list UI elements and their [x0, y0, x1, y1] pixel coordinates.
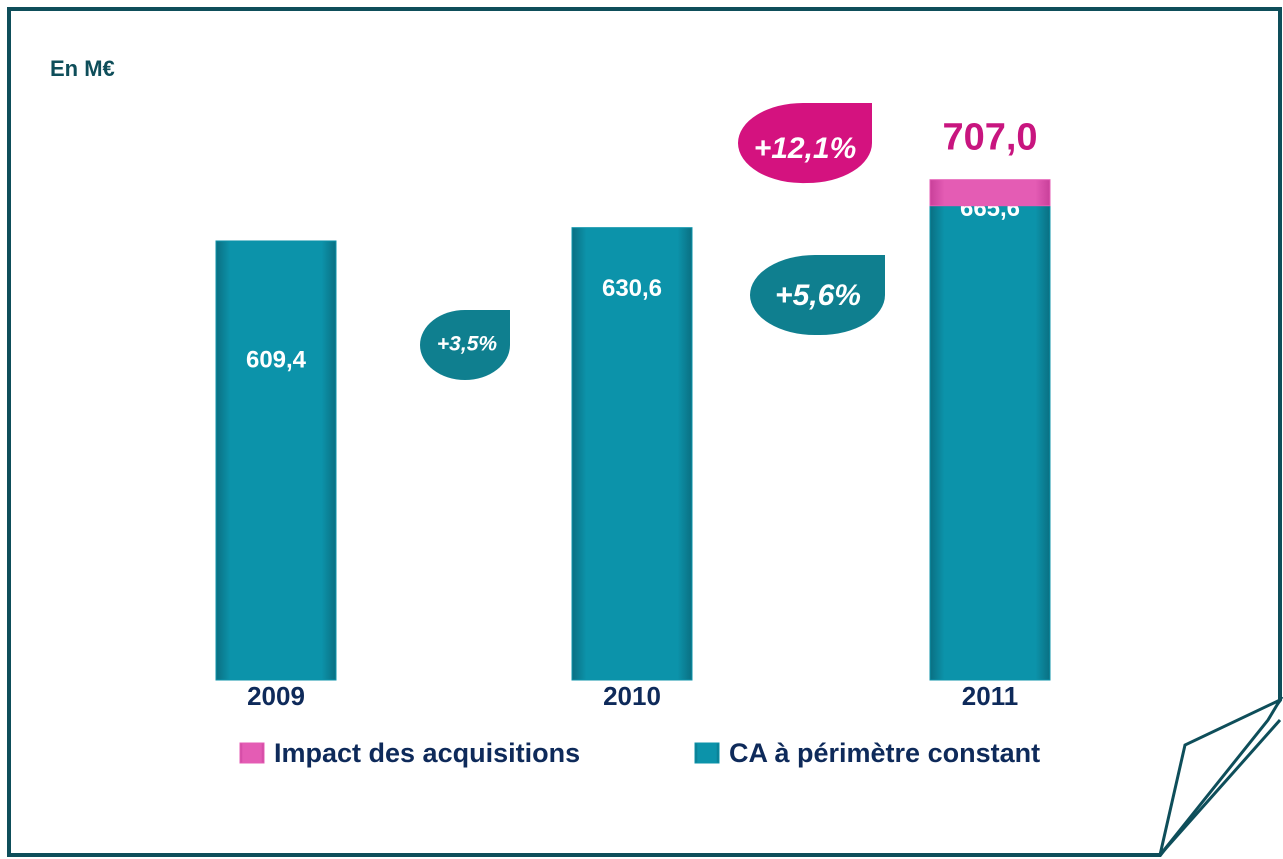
legend-swatch	[239, 742, 265, 764]
legend-label: CA à périmètre constant	[729, 738, 1040, 768]
badge-label: +3,5%	[437, 333, 497, 356]
badge: +5,6%	[750, 255, 885, 335]
x-tick-label: 2009	[247, 681, 305, 711]
bar	[929, 179, 1051, 207]
badge-label: +12,1%	[754, 132, 857, 165]
badge-label: +5,6%	[775, 279, 861, 312]
value-label: 630,6	[602, 275, 662, 302]
bar	[929, 205, 1051, 681]
legend-swatch	[694, 742, 720, 764]
page-curl-edge	[1158, 719, 1282, 856]
subtitle: En M€	[50, 56, 115, 81]
x-tick-label: 2010	[603, 681, 661, 711]
legend-label: Impact des acquisitions	[274, 738, 580, 768]
badge: +12,1%	[737, 103, 872, 184]
x-tick-label: 2011	[962, 681, 1018, 711]
bar	[571, 227, 693, 681]
bar	[215, 240, 337, 681]
total-label: 707,0	[942, 117, 1037, 159]
page-curl	[1158, 696, 1283, 856]
badge: +3,5%	[420, 310, 510, 380]
value-label: 609,4	[246, 346, 307, 373]
